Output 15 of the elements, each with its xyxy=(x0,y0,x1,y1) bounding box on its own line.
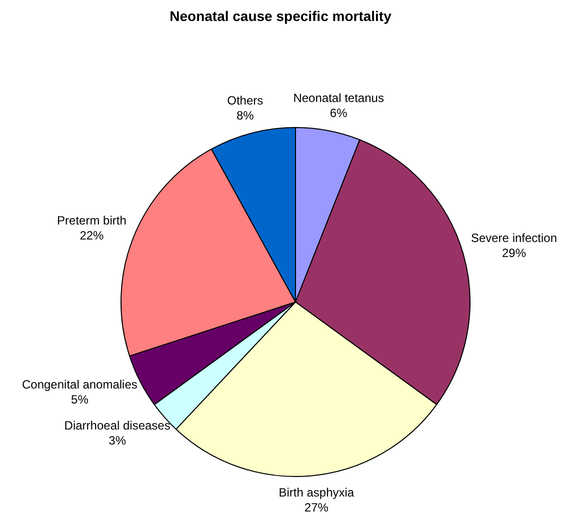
data-label: 8% xyxy=(236,108,254,123)
slice-label: Others xyxy=(227,94,264,108)
data-label: 5% xyxy=(71,392,89,406)
slice-label: Severe infection xyxy=(470,231,558,246)
data-label: 6% xyxy=(330,106,348,120)
data-label: 22% xyxy=(80,228,104,242)
slice-label: Congenital anomalies xyxy=(22,377,138,392)
slice-label: Preterm birth xyxy=(57,213,126,228)
data-label: 27% xyxy=(304,500,329,513)
slice-label: Diarrhoeal diseases xyxy=(64,418,170,433)
slice-label: Birth asphyxia xyxy=(278,485,354,500)
data-label: 3% xyxy=(108,434,126,448)
chart-title: Neonatal cause specific mortality xyxy=(170,8,392,24)
slice-label: Neonatal tetanus xyxy=(293,90,384,105)
data-label: 29% xyxy=(502,246,526,260)
